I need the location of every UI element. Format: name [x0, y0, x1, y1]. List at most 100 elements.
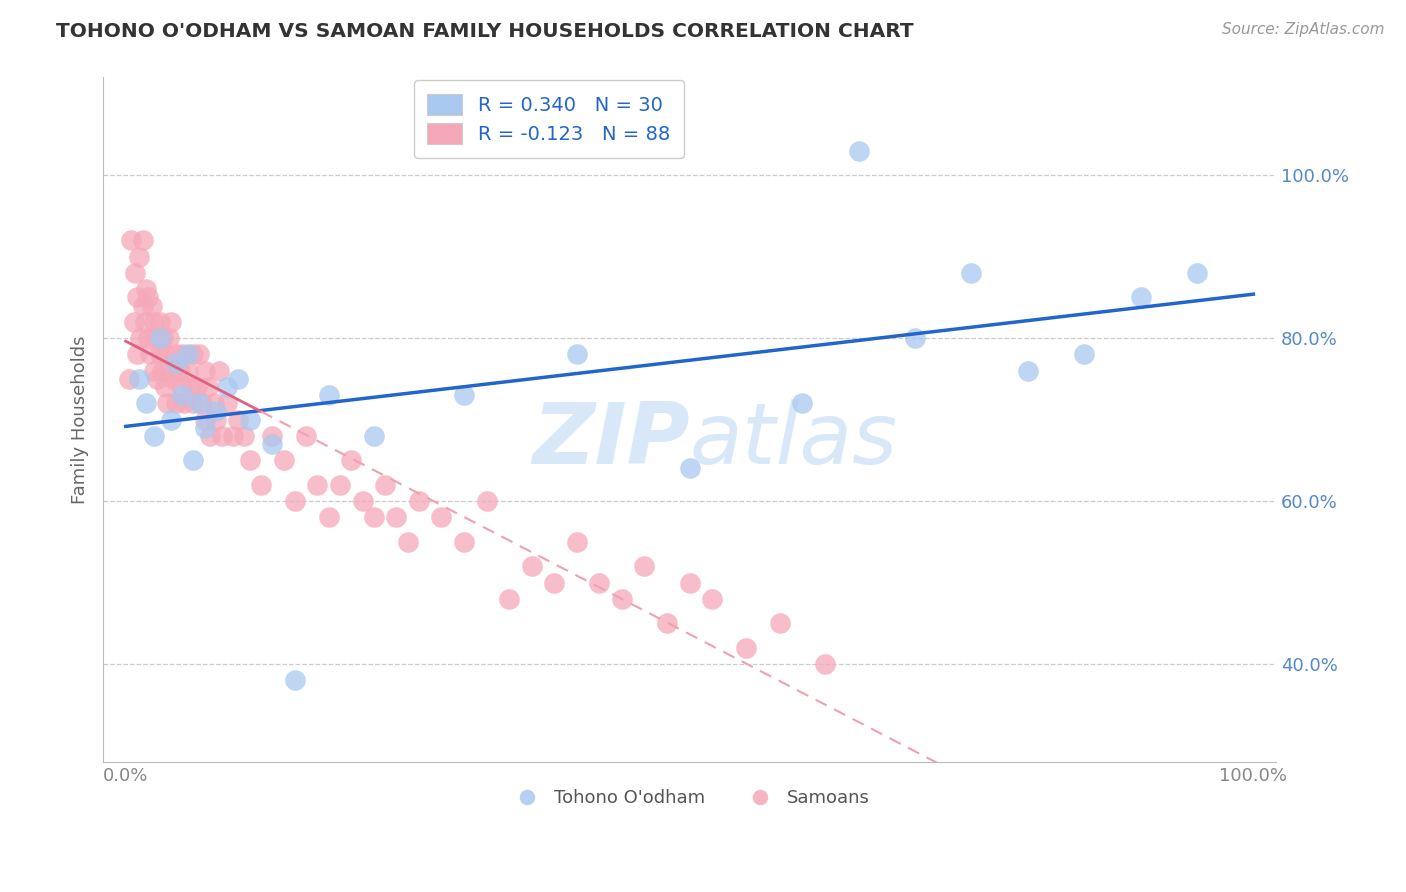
Point [169, 364, 191, 378]
Point [262, 437, 284, 451]
Point [239, 412, 262, 426]
Point [159, 364, 181, 378]
Point [135, 396, 157, 410]
Point [208, 364, 231, 378]
Point [135, 282, 157, 296]
Point [453, 388, 475, 402]
Point [543, 575, 565, 590]
Point [197, 380, 219, 394]
Point [565, 534, 588, 549]
Point [162, 372, 184, 386]
Point [156, 396, 179, 410]
Point [233, 429, 256, 443]
Point [202, 396, 225, 410]
Point [1185, 266, 1208, 280]
Point [120, 233, 142, 247]
Point [1017, 364, 1039, 378]
Point [194, 412, 217, 426]
Point [177, 347, 200, 361]
Point [136, 331, 159, 345]
Point [814, 657, 837, 671]
Point [142, 315, 165, 329]
Point [284, 673, 307, 688]
Point [363, 510, 385, 524]
Point [228, 372, 250, 386]
Point [141, 299, 163, 313]
Point [329, 477, 352, 491]
Point [180, 380, 202, 394]
Point [408, 494, 430, 508]
Point [183, 396, 205, 410]
Point [170, 347, 193, 361]
Point [129, 331, 152, 345]
Point [188, 396, 211, 410]
Point [139, 347, 162, 361]
Point [318, 388, 340, 402]
Point [131, 233, 153, 247]
Point [588, 575, 610, 590]
Point [194, 421, 217, 435]
Text: Source: ZipAtlas.com: Source: ZipAtlas.com [1222, 22, 1385, 37]
Point [284, 494, 307, 508]
Point [148, 331, 170, 345]
Point [396, 534, 419, 549]
Point [352, 494, 374, 508]
Point [183, 453, 205, 467]
Point [520, 559, 543, 574]
Point [159, 412, 181, 426]
Point [678, 575, 700, 590]
Point [183, 347, 205, 361]
Point [273, 453, 295, 467]
Point [165, 347, 187, 361]
Point [145, 331, 167, 345]
Point [385, 510, 408, 524]
Point [186, 380, 208, 394]
Point [792, 396, 814, 410]
Point [131, 299, 153, 313]
Point [475, 494, 498, 508]
Point [125, 290, 148, 304]
Point [194, 364, 217, 378]
Point [124, 266, 146, 280]
Point [118, 372, 141, 386]
Point [150, 364, 173, 378]
Point [165, 396, 187, 410]
Point [136, 290, 159, 304]
Point [165, 355, 187, 369]
Point [262, 429, 284, 443]
Point [142, 364, 165, 378]
Point [565, 347, 588, 361]
Point [848, 144, 870, 158]
Point [128, 372, 150, 386]
Point [498, 591, 520, 606]
Point [173, 396, 195, 410]
Point [177, 364, 200, 378]
Point [128, 250, 150, 264]
Y-axis label: Family Households: Family Households [72, 335, 89, 504]
Point [228, 412, 250, 426]
Point [610, 591, 633, 606]
Point [153, 380, 176, 394]
Point [200, 429, 222, 443]
Point [188, 347, 211, 361]
Point [148, 347, 170, 361]
Point [211, 429, 233, 443]
Point [125, 347, 148, 361]
Point [170, 380, 193, 394]
Point [134, 315, 156, 329]
Point [122, 315, 145, 329]
Text: ZIP: ZIP [531, 399, 689, 482]
Point [340, 453, 363, 467]
Text: atlas: atlas [689, 399, 897, 482]
Point [735, 640, 758, 655]
Point [430, 510, 453, 524]
Point [307, 477, 329, 491]
Point [363, 429, 385, 443]
Point [148, 315, 170, 329]
Point [170, 388, 193, 402]
Point [191, 396, 214, 410]
Point [152, 331, 174, 345]
Point [633, 559, 655, 574]
Point [146, 372, 169, 386]
Point [678, 461, 700, 475]
